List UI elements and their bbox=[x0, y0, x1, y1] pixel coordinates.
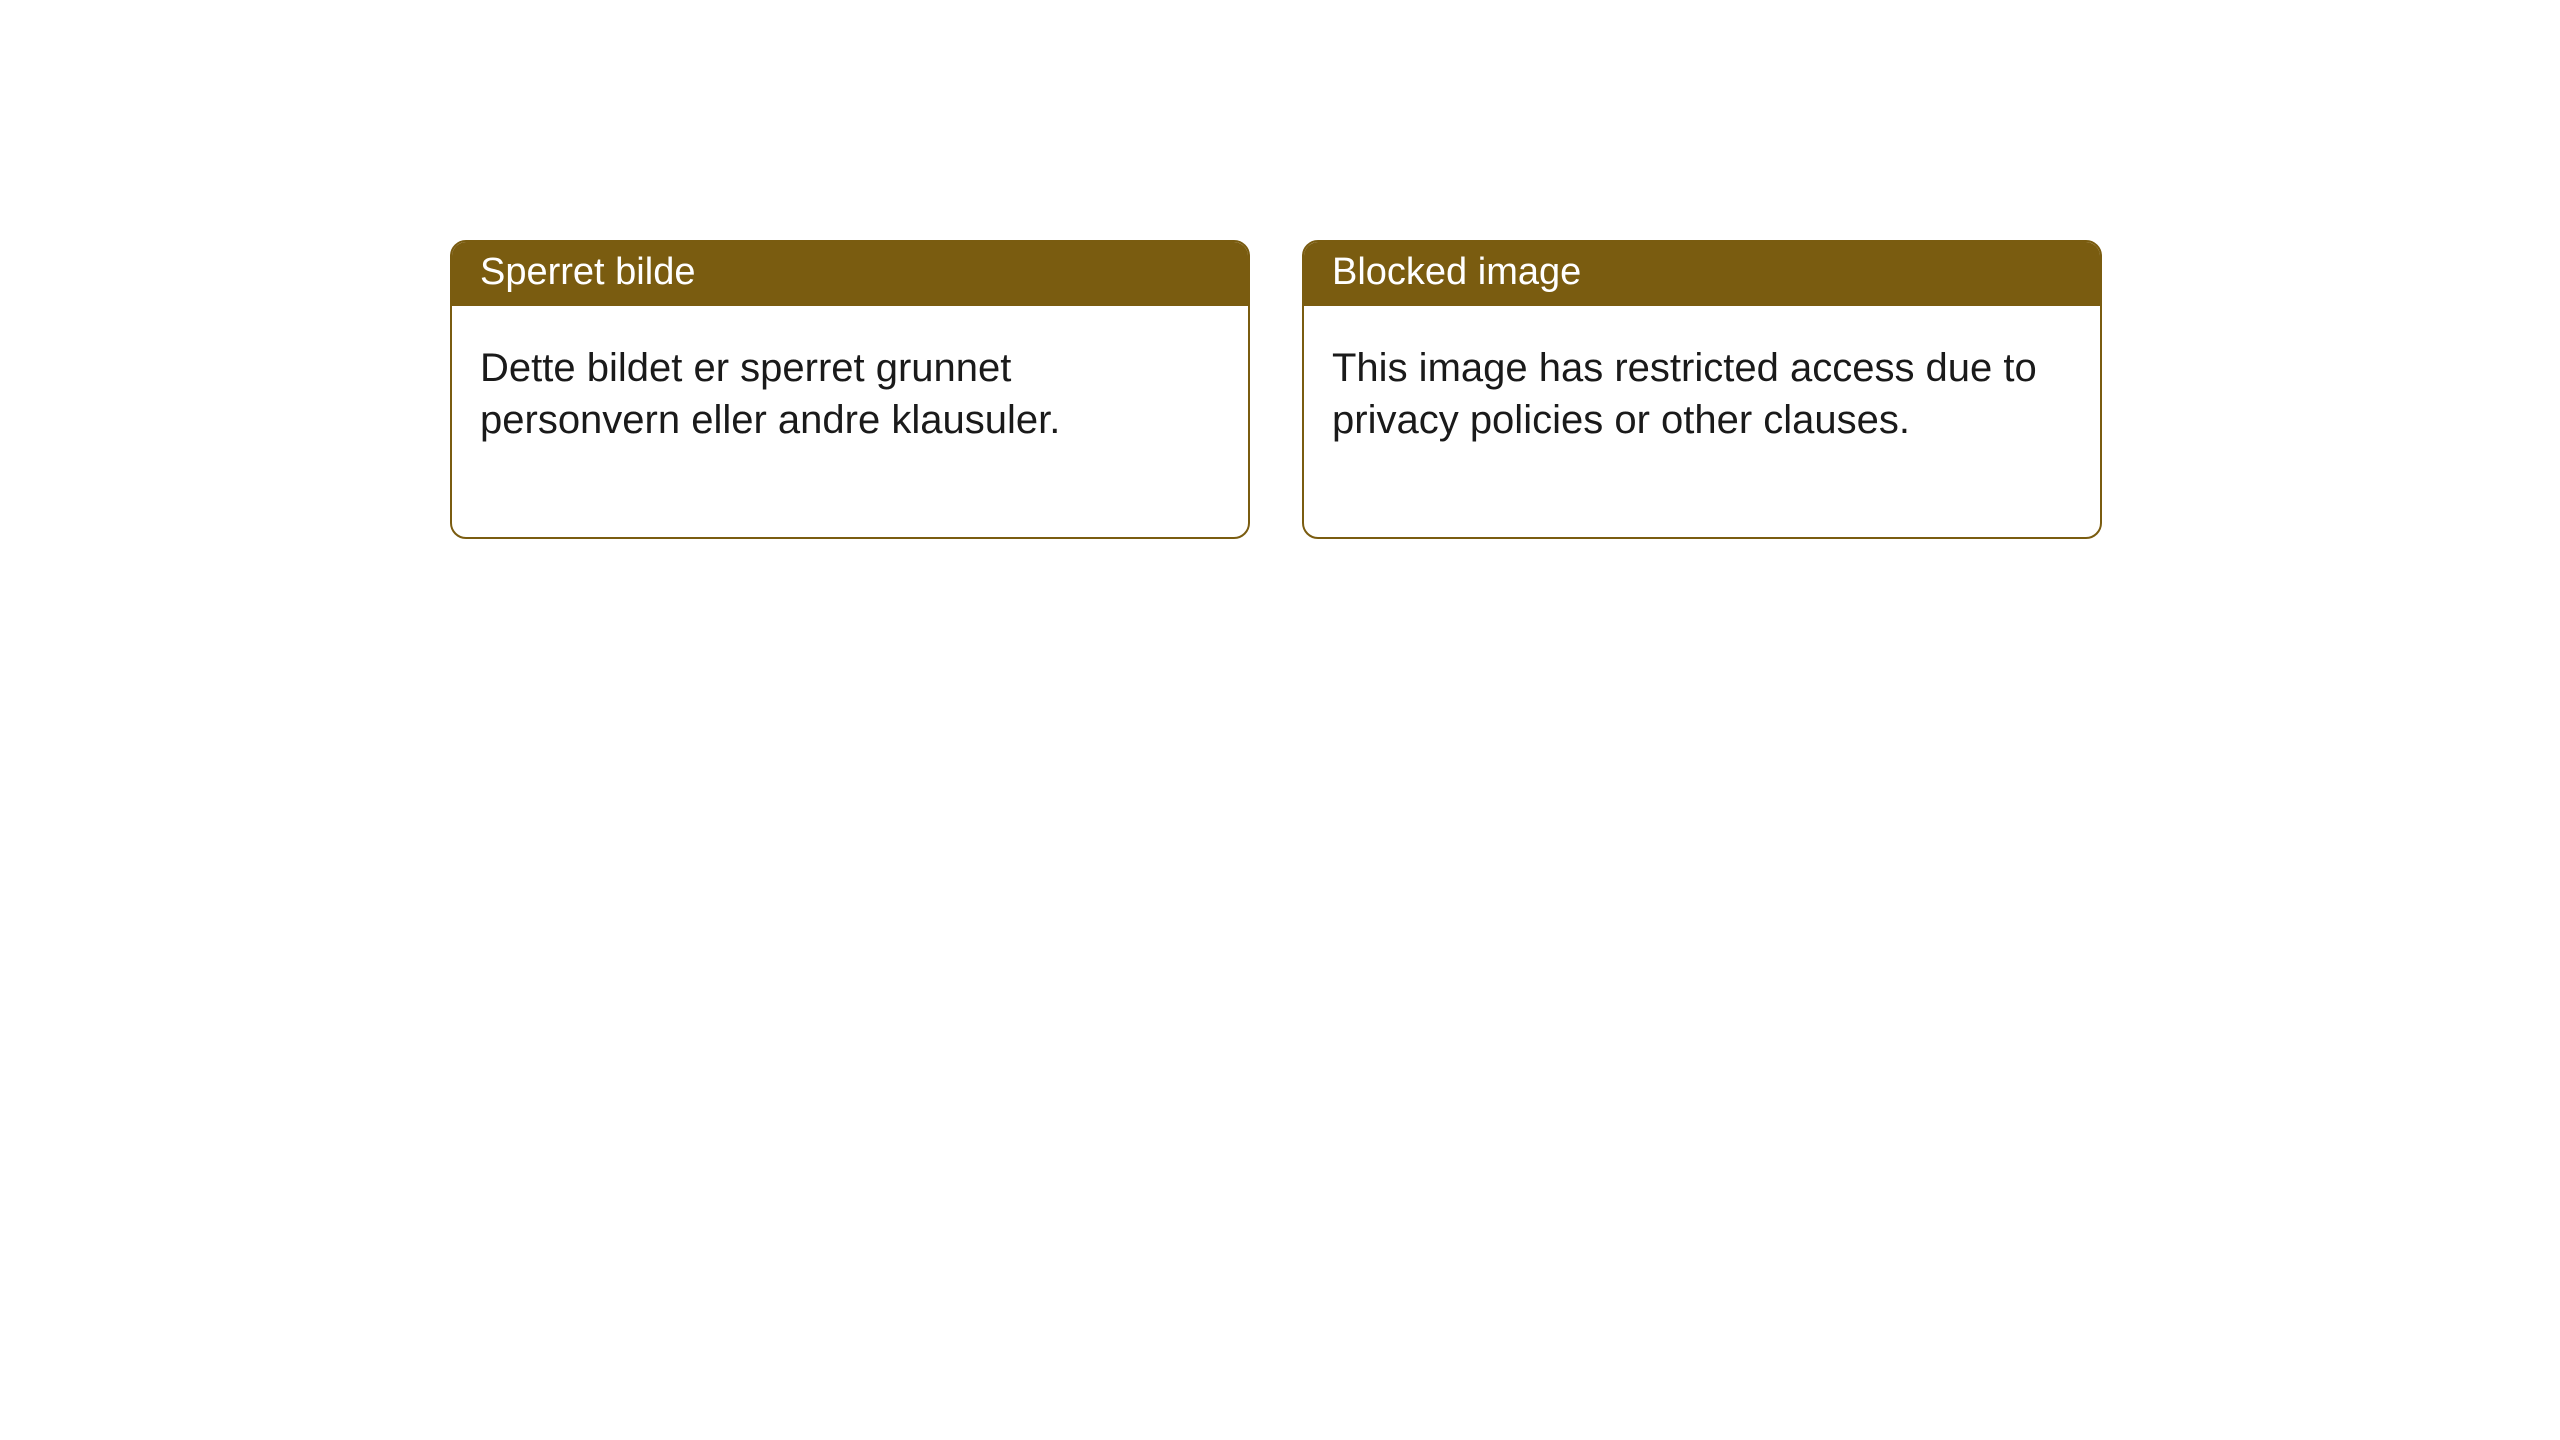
notice-card-title: Blocked image bbox=[1304, 242, 2100, 306]
notice-card-message: This image has restricted access due to … bbox=[1304, 306, 2100, 538]
notice-card-english: Blocked image This image has restricted … bbox=[1302, 240, 2102, 539]
notice-cards-container: Sperret bilde Dette bildet er sperret gr… bbox=[0, 0, 2560, 539]
notice-card-title: Sperret bilde bbox=[452, 242, 1248, 306]
notice-card-message: Dette bildet er sperret grunnet personve… bbox=[452, 306, 1248, 538]
notice-card-norwegian: Sperret bilde Dette bildet er sperret gr… bbox=[450, 240, 1250, 539]
